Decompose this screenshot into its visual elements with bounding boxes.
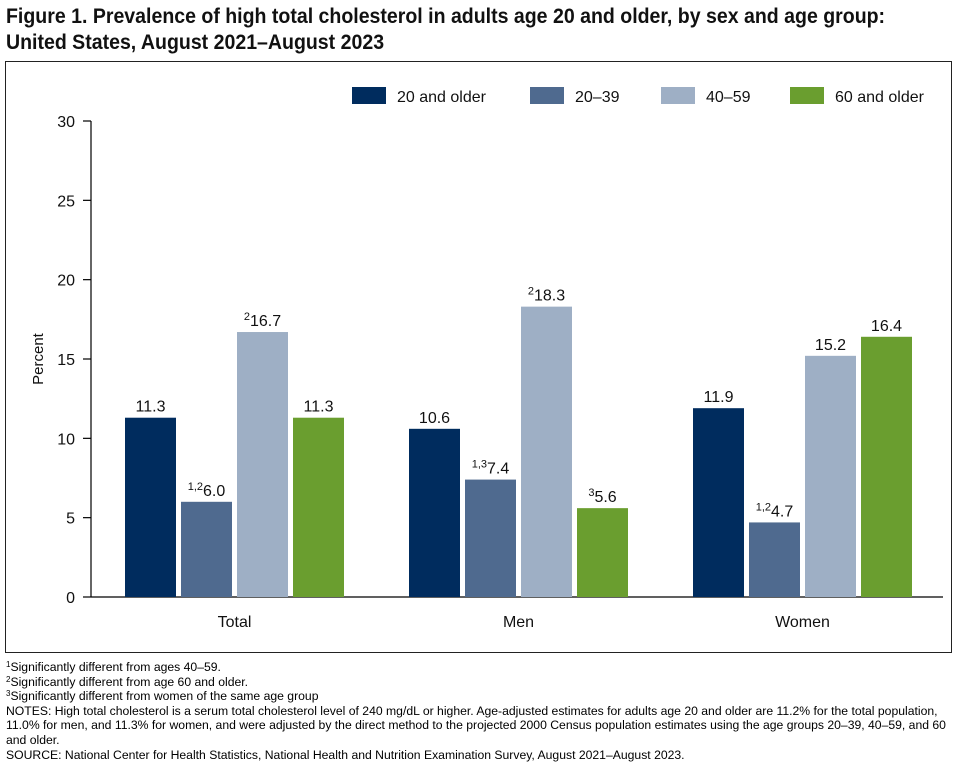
bar-value-label: 11.3 <box>304 399 334 416</box>
bar <box>237 332 288 597</box>
bar-value-label: 1,26.0 <box>188 481 226 500</box>
bar <box>181 501 232 597</box>
bar-value-label: 11.9 <box>704 389 734 406</box>
figure-title: Figure 1. Prevalence of high total chole… <box>6 4 890 56</box>
legend-swatch <box>530 87 564 104</box>
bar <box>577 508 628 597</box>
figure-title-line2: United States, August 2021–August 2023 <box>6 31 385 54</box>
footnotes: 1Significantly different from ages 40–59… <box>6 660 956 762</box>
bar <box>293 417 344 597</box>
bar <box>805 355 856 597</box>
footnote-1: 1Significantly different from ages 40–59… <box>6 660 221 674</box>
bar-value-number: 18.3 <box>534 288 565 305</box>
y-tick-label: 0 <box>66 590 75 607</box>
bar-value-label: 1,24.7 <box>756 501 794 520</box>
y-tick-label: 5 <box>66 511 75 528</box>
chart-frame <box>5 61 952 653</box>
bar-value-superscript: 1,3 <box>472 459 487 471</box>
legend-label: 20–39 <box>575 89 620 106</box>
bar <box>861 336 912 597</box>
y-tick-label: 10 <box>57 431 75 448</box>
bar-value-label: 11.3 <box>136 399 166 416</box>
source-text: SOURCE: National Center for Health Stati… <box>6 747 685 762</box>
legend-label: 60 and older <box>835 89 925 106</box>
bar-value-label: 1,37.4 <box>472 459 510 478</box>
y-tick-label: 30 <box>57 114 75 131</box>
footnote-2: 2Significantly different from age 60 and… <box>6 674 249 689</box>
x-category-label: Women <box>775 614 830 631</box>
bar-value-label: 16.4 <box>871 318 902 335</box>
bar-value-label: 35.6 <box>588 487 616 506</box>
bar-value-superscript: 2 <box>244 311 250 323</box>
legend-label: 20 and older <box>397 89 487 106</box>
notes-text: NOTES: High total cholesterol is a serum… <box>6 703 946 747</box>
y-tick-label: 15 <box>57 352 75 369</box>
bar-chart: 051015202530Percent11.31,26.0216.711.3To… <box>30 87 943 631</box>
bar-value-superscript: 1,2 <box>188 481 203 493</box>
bar-value-number: 6.0 <box>203 483 225 500</box>
y-tick-label: 25 <box>57 193 75 210</box>
bar-value-label: 218.3 <box>528 286 565 305</box>
legend-swatch <box>661 87 695 104</box>
bar <box>409 428 460 597</box>
bar <box>465 479 516 597</box>
bar-value-superscript: 2 <box>528 286 534 298</box>
footnote-3: 3Significantly different from women of t… <box>6 689 319 704</box>
bar <box>521 306 572 597</box>
bar-value-label: 10.6 <box>419 410 450 427</box>
bar-value-number: 5.6 <box>594 489 616 506</box>
y-tick-label: 20 <box>57 273 75 290</box>
legend-swatch <box>352 87 386 104</box>
figure-title-line1: Figure 1. Prevalence of high total chole… <box>6 5 886 28</box>
x-category-label: Total <box>218 614 252 631</box>
bar <box>693 408 744 597</box>
legend-swatch <box>790 87 824 104</box>
bar-value-label: 15.2 <box>815 337 846 354</box>
y-axis-label: Percent <box>30 332 47 385</box>
bar-value-superscript: 1,2 <box>756 501 771 513</box>
bar <box>125 417 176 597</box>
legend-label: 40–59 <box>706 89 751 106</box>
x-category-label: Men <box>503 614 534 631</box>
bar <box>749 522 800 597</box>
bar-value-number: 4.7 <box>771 503 793 520</box>
bar-value-label: 216.7 <box>244 311 281 330</box>
bar-value-number: 7.4 <box>487 461 509 478</box>
bar-value-number: 16.7 <box>250 313 281 330</box>
bar-value-superscript: 3 <box>588 487 594 499</box>
